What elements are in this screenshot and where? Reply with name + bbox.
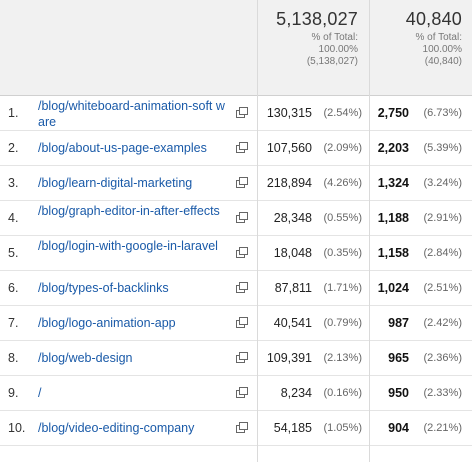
metric-2-value: 1,188 [377,211,409,225]
open-in-new-window-icon[interactable] [236,387,248,398]
open-in-new-window-icon[interactable] [236,107,248,118]
row-index: 9. [8,386,19,400]
row-index: 7. [8,316,19,330]
row-index: 3. [8,176,19,190]
open-in-new-window-icon[interactable] [236,247,248,258]
table-row: 10. /blog/video-editing-company 54,185 (… [0,411,472,446]
pageviews-percent: (0.16%) [323,387,362,399]
page-link[interactable]: /blog/logo-animation-app [38,316,176,330]
metric-2-value: 965 [388,351,409,365]
pageviews-value: 87,811 [274,281,312,295]
page-link[interactable]: /blog/login-with-google-in-laravel [38,239,218,253]
page-link[interactable]: /blog/types-of-backlinks [38,281,169,295]
pageviews-value: 40,541 [273,316,312,330]
metric-1-abs: (5,138,027) [306,56,358,67]
pageviews-value: 18,048 [273,246,312,260]
open-in-new-window-icon[interactable] [236,352,248,363]
header-metric-2: 40,840 % of Total: 100.00% (40,840) [367,8,462,68]
metric-2-total: 40,840 [405,9,462,29]
metric-2-value: 950 [388,386,409,400]
metric-2-percent: (6.73%) [423,107,462,119]
pageviews-percent: (2.54%) [323,107,362,119]
metric-1-total: 5,138,027 [276,9,358,29]
metric-2-percent: (2.36%) [423,352,462,364]
metric-1-pct: 100.00% [318,44,358,55]
pageviews-percent: (0.79%) [323,317,362,329]
metric-2-value: 1,158 [377,246,409,260]
metric-2-pct: 100.00% [422,44,462,55]
table-row: 8. /blog/web-design 109,391 (2.13%) 965 … [0,341,472,376]
page-link[interactable]: /blog/web-design [38,351,133,365]
page-link[interactable]: /blog/whiteboard-animation-soft ware [38,99,225,129]
row-index: 1. [8,106,19,120]
row-index: 8. [8,351,19,365]
metric-2-percent: (3.24%) [423,177,462,189]
header-metric-1: 5,138,027 % of Total: 100.00% (5,138,027… [208,8,358,68]
metric-2-percent: (2.42%) [423,317,462,329]
table-row: 2. /blog/about-us-page-examples 107,560 … [0,131,472,166]
table-row: 3. /blog/learn-digital-marketing 218,894… [0,166,472,201]
pageviews-percent: (0.35%) [323,247,362,259]
page-link[interactable]: /blog/video-editing-company [38,421,195,435]
pageviews-value: 107,560 [266,141,312,155]
metric-2-percent: (5.39%) [423,142,462,154]
metric-2-abs: (40,840) [424,56,462,67]
metric-2-percent: (2.33%) [423,387,462,399]
page-link[interactable]: /blog/about-us-page-examples [38,141,207,155]
metric-2-percent: (2.84%) [423,247,462,259]
column-divider [257,0,258,462]
row-index: 5. [8,246,19,260]
metric-2-percent: (2.21%) [423,422,462,434]
metric-2-pct-label: % of Total: [415,32,462,43]
pageviews-percent: (1.71%) [323,282,362,294]
metric-2-value: 987 [388,316,409,330]
metric-1-pct-label: % of Total: [311,32,358,43]
pageviews-value: 28,348 [273,211,312,225]
pageviews-value: 130,315 [266,106,312,120]
table-header: 5,138,027 % of Total: 100.00% (5,138,027… [0,0,472,96]
metric-2-value: 904 [388,421,409,435]
table-row: 5. /blog/login-with-google-in-laravel 18… [0,236,472,271]
metric-2-value: 1,324 [377,176,409,190]
table-row: 6. /blog/types-of-backlinks 87,811 (1.71… [0,271,472,306]
pageviews-value: 109,391 [266,351,312,365]
pageviews-value: 8,234 [280,386,312,400]
metric-2-value: 2,750 [377,106,409,120]
open-in-new-window-icon[interactable] [236,212,248,223]
page-link[interactable]: / [38,386,42,400]
row-index: 10. [8,421,26,435]
table-row: 7. /blog/logo-animation-app 40,541 (0.79… [0,306,472,341]
page-link[interactable]: /blog/graph-editor-in-after-effects [38,204,220,218]
page-link[interactable]: /blog/learn-digital-marketing [38,176,193,190]
pageviews-percent: (4.26%) [323,177,362,189]
open-in-new-window-icon[interactable] [236,142,248,153]
pageviews-percent: (0.55%) [323,212,362,224]
row-index: 4. [8,211,19,225]
pageviews-percent: (2.09%) [323,142,362,154]
metric-2-value: 2,203 [377,141,409,155]
open-in-new-window-icon[interactable] [236,422,248,433]
pageviews-percent: (1.05%) [323,422,362,434]
table-row: 4. /blog/graph-editor-in-after-effects 2… [0,201,472,236]
pageviews-value: 218,894 [266,176,312,190]
row-index: 2. [8,141,19,155]
pageviews-value: 54,185 [273,421,312,435]
open-in-new-window-icon[interactable] [236,317,248,328]
open-in-new-window-icon[interactable] [236,177,248,188]
metric-2-percent: (2.51%) [423,282,462,294]
row-index: 6. [8,281,19,295]
pageviews-percent: (2.13%) [323,352,362,364]
table-row: 1. /blog/whiteboard-animation-soft ware … [0,96,472,131]
open-in-new-window-icon[interactable] [236,282,248,293]
metric-2-value: 1,024 [377,281,409,295]
metric-2-percent: (2.91%) [423,212,462,224]
column-divider [369,0,370,462]
table-row: 9. / 8,234 (0.16%) 950 (2.33%) [0,376,472,411]
